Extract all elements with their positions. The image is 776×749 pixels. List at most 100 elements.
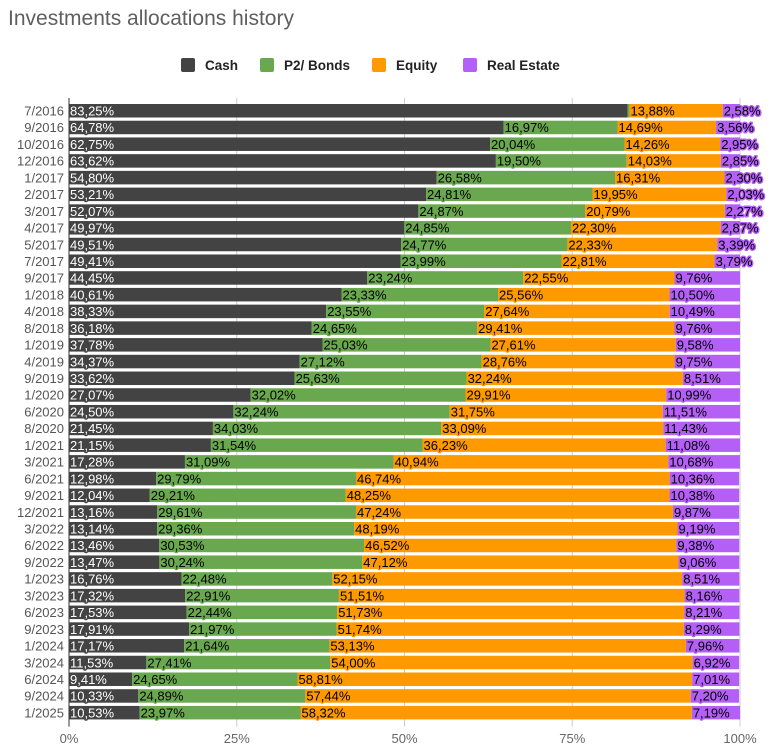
bar-segment-cash[interactable] <box>69 705 140 720</box>
bar-segment-p2-bonds[interactable] <box>311 321 478 335</box>
bar-segment-p2-bonds[interactable] <box>149 488 346 503</box>
bar-segment-p2-bonds[interactable] <box>503 120 618 135</box>
bar-segment-equity[interactable] <box>300 705 692 720</box>
bar-segment-p2-bonds[interactable] <box>400 254 562 268</box>
bar-segment-real-estate[interactable] <box>714 254 740 268</box>
bar-segment-real-estate[interactable] <box>682 572 740 586</box>
bar-segment-real-estate[interactable] <box>675 338 740 352</box>
bar-segment-cash[interactable] <box>69 388 251 402</box>
bar-segment-equity[interactable] <box>338 588 685 603</box>
bar-segment-p2-bonds[interactable] <box>322 338 491 352</box>
bar-segment-p2-bonds[interactable] <box>157 522 355 536</box>
bar-segment-p2-bonds[interactable] <box>367 271 524 285</box>
bar-segment-cash[interactable] <box>69 488 150 503</box>
bar-segment-cash[interactable] <box>69 137 491 151</box>
bar-segment-real-estate[interactable] <box>666 388 740 402</box>
bar-segment-cash[interactable] <box>69 689 139 703</box>
bar-segment-equity[interactable] <box>441 421 664 436</box>
bar-segment-p2-bonds[interactable] <box>426 187 593 202</box>
bar-segment-p2-bonds[interactable] <box>418 204 586 218</box>
bar-segment-real-estate[interactable] <box>683 622 740 636</box>
bar-segment-equity[interactable] <box>523 271 675 285</box>
bar-segment-equity[interactable] <box>592 187 727 202</box>
bar-segment-equity[interactable] <box>465 388 667 402</box>
bar-segment-equity[interactable] <box>355 471 670 486</box>
bar-segment-cash[interactable] <box>69 371 295 386</box>
bar-segment-cash[interactable] <box>69 572 182 586</box>
bar-segment-equity[interactable] <box>449 404 663 419</box>
bar-segment-real-estate[interactable] <box>717 237 740 252</box>
bar-segment-cash[interactable] <box>69 622 190 636</box>
bar-segment-equity[interactable] <box>617 120 717 135</box>
bar-segment-cash[interactable] <box>69 237 402 252</box>
bar-segment-p2-bonds[interactable] <box>184 639 330 653</box>
bar-segment-real-estate[interactable] <box>724 204 740 218</box>
bar-segment-equity[interactable] <box>329 639 686 653</box>
bar-segment-equity[interactable] <box>337 605 685 620</box>
bar-segment-cash[interactable] <box>69 471 157 486</box>
bar-segment-equity[interactable] <box>567 237 718 252</box>
bar-segment-real-estate[interactable] <box>665 438 740 452</box>
bar-segment-equity[interactable] <box>330 655 693 670</box>
bar-segment-equity[interactable] <box>626 154 721 168</box>
bar-segment-equity[interactable] <box>297 672 693 686</box>
bar-segment-equity[interactable] <box>393 455 669 469</box>
bar-segment-real-estate[interactable] <box>716 120 740 135</box>
bar-segment-cash[interactable] <box>69 221 405 235</box>
bar-segment-equity[interactable] <box>466 371 683 386</box>
bar-segment-p2-bonds[interactable] <box>404 221 572 235</box>
legend-item-real-estate[interactable]: Real Estate <box>463 58 560 73</box>
bar-segment-real-estate[interactable] <box>720 221 740 235</box>
bar-segment-cash[interactable] <box>69 187 427 202</box>
bar-segment-real-estate[interactable] <box>677 522 740 536</box>
bar-segment-real-estate[interactable] <box>662 404 740 419</box>
bar-segment-p2-bonds[interactable] <box>299 354 482 369</box>
bar-segment-cash[interactable] <box>69 605 187 620</box>
bar-segment-cash[interactable] <box>69 287 342 302</box>
bar-segment-equity[interactable] <box>336 622 684 636</box>
bar-segment-p2-bonds[interactable] <box>401 237 568 252</box>
bar-segment-p2-bonds[interactable] <box>495 154 627 168</box>
bar-segment-cash[interactable] <box>69 555 160 569</box>
bar-segment-p2-bonds[interactable] <box>341 287 499 302</box>
bar-segment-p2-bonds[interactable] <box>159 538 365 553</box>
bar-segment-cash[interactable] <box>69 338 323 352</box>
bar-segment-p2-bonds[interactable] <box>132 672 298 686</box>
bar-segment-cash[interactable] <box>69 522 158 536</box>
bar-segment-p2-bonds[interactable] <box>436 170 616 185</box>
bar-segment-p2-bonds[interactable] <box>156 471 356 486</box>
bar-segment-equity[interactable] <box>362 555 679 569</box>
bar-segment-p2-bonds[interactable] <box>138 689 306 703</box>
bar-segment-cash[interactable] <box>69 304 327 319</box>
bar-segment-equity[interactable] <box>624 137 721 151</box>
bar-segment-cash[interactable] <box>69 639 185 653</box>
bar-segment-real-estate[interactable] <box>676 538 740 553</box>
bar-segment-real-estate[interactable] <box>720 154 740 168</box>
bar-segment-equity[interactable] <box>481 354 675 369</box>
bar-segment-real-estate[interactable] <box>674 321 740 335</box>
bar-segment-real-estate[interactable] <box>726 187 740 202</box>
legend-item-equity[interactable]: Equity <box>372 58 438 73</box>
bar-segment-p2-bonds[interactable] <box>326 304 485 319</box>
bar-segment-real-estate[interactable] <box>684 605 740 620</box>
bar-segment-cash[interactable] <box>69 354 300 369</box>
legend-item-cash[interactable]: Cash <box>181 58 238 73</box>
bar-segment-cash[interactable] <box>69 655 147 670</box>
bar-segment-real-estate[interactable] <box>668 455 740 469</box>
bar-segment-real-estate[interactable] <box>669 471 740 486</box>
bar-segment-p2-bonds[interactable] <box>212 421 442 436</box>
bar-segment-p2-bonds[interactable] <box>139 705 301 720</box>
bar-segment-equity[interactable] <box>345 488 670 503</box>
bar-segment-real-estate[interactable] <box>672 505 740 519</box>
bar-segment-equity[interactable] <box>354 522 678 536</box>
bar-segment-p2-bonds[interactable] <box>181 572 333 586</box>
bar-segment-real-estate[interactable] <box>720 137 740 151</box>
bar-segment-real-estate[interactable] <box>663 421 740 436</box>
bar-segment-cash[interactable] <box>69 321 312 335</box>
bar-segment-real-estate[interactable] <box>682 371 740 386</box>
bar-segment-p2-bonds[interactable] <box>294 371 467 386</box>
bar-segment-equity[interactable] <box>585 204 725 218</box>
bar-segment-real-estate[interactable] <box>690 689 740 703</box>
bar-segment-cash[interactable] <box>69 672 133 686</box>
bar-segment-p2-bonds[interactable] <box>146 655 331 670</box>
